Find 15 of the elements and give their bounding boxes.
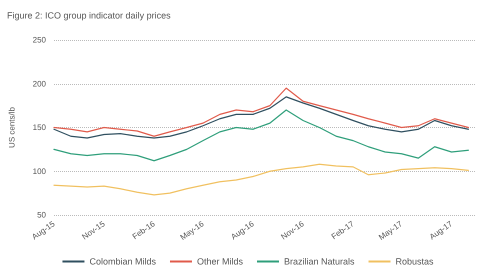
y-tick-label: 150: [32, 123, 47, 132]
y-axis-title: US cents/lb: [8, 106, 16, 148]
legend-label: Brazilian Naturals: [284, 256, 356, 266]
legend-label: Robustas: [396, 256, 434, 266]
line-series: [53, 109, 469, 162]
line-series: [53, 96, 469, 139]
line-series: [53, 164, 469, 196]
y-tick-label: 200: [32, 79, 47, 88]
legend-label: Colombian Milds: [89, 256, 156, 266]
y-tick-label: 100: [32, 166, 47, 176]
y-tick-label: 50: [37, 210, 47, 220]
legend-label: Other Milds: [196, 256, 244, 266]
line-series: [53, 88, 469, 137]
chart-title: Figure 2: ICO group indicator daily prices: [7, 10, 172, 20]
y-tick-label: 250: [32, 36, 47, 44]
